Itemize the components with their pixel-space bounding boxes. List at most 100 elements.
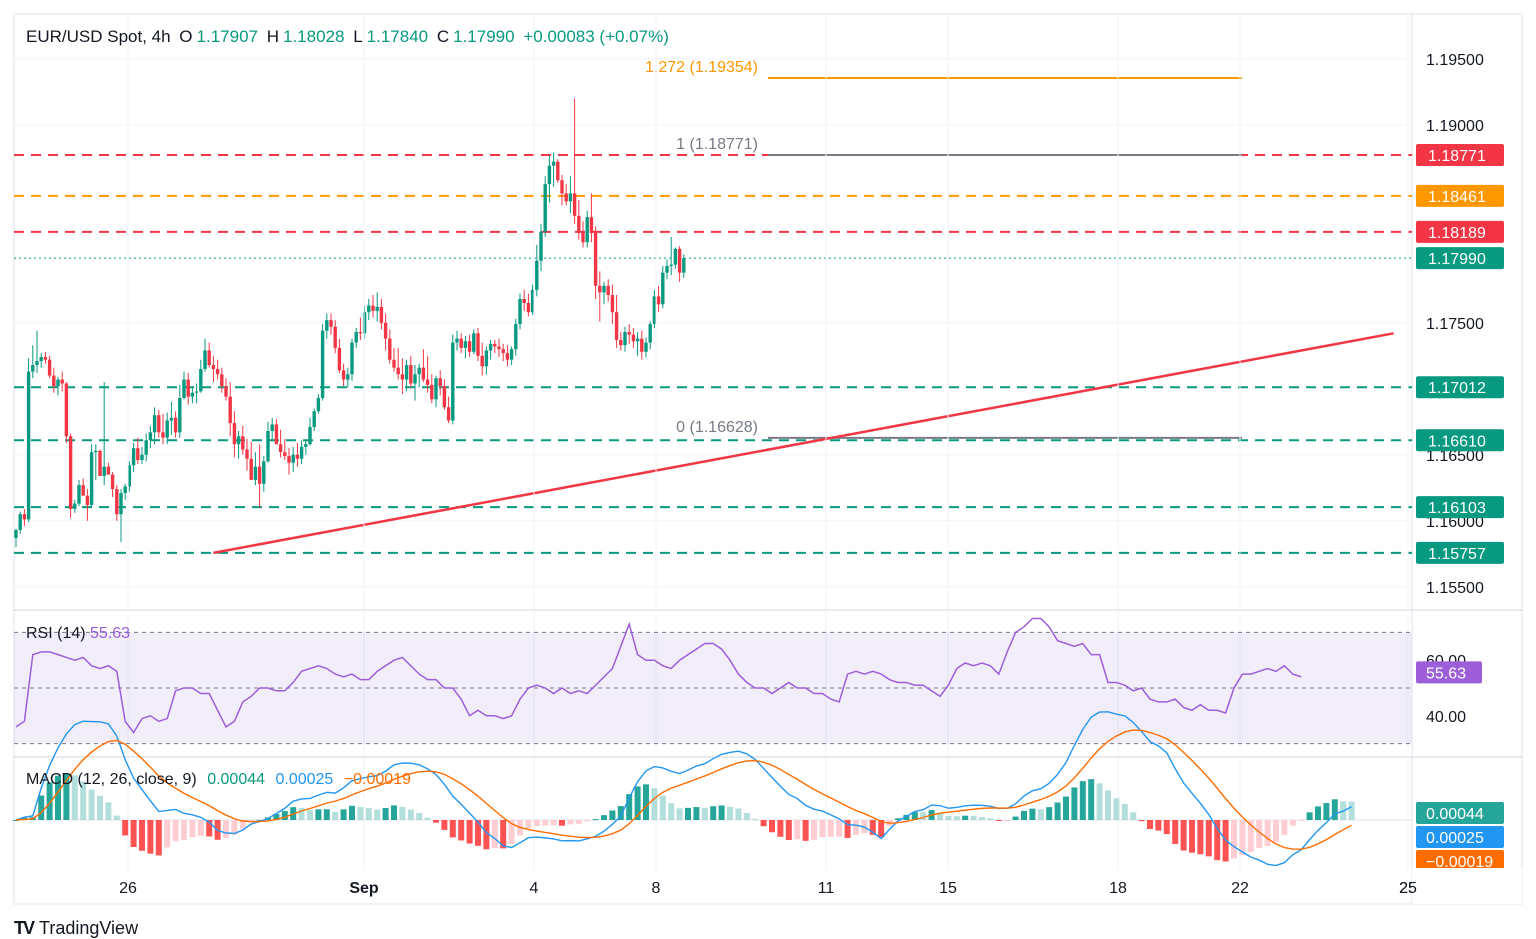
candle-body [161, 432, 165, 438]
macd-value-badge [1416, 850, 1504, 872]
rsi-header[interactable]: RSI (14) 55.63 [26, 625, 130, 643]
candle-body [341, 370, 346, 380]
tradingview-brand[interactable]: TV TradingView [14, 918, 138, 939]
macd-histogram-bar [995, 820, 1002, 821]
candle-body [173, 417, 178, 433]
candle-body [266, 431, 270, 462]
candle-body [514, 324, 518, 350]
candle-body [337, 347, 342, 371]
candle-body [257, 466, 262, 484]
macd-histogram-bar [752, 818, 759, 820]
candle-body [31, 365, 35, 372]
candle-body [484, 350, 489, 367]
candle-body [119, 493, 123, 515]
candle-body [404, 365, 409, 380]
x-tick-label: Sep [349, 880, 379, 897]
candle-body [115, 489, 119, 515]
macd-histogram-bar [785, 820, 792, 841]
macd-histogram-bar [13, 820, 19, 821]
macd-histogram-bar [239, 820, 246, 829]
macd-histogram-bar [1079, 781, 1086, 820]
candle-body [224, 386, 228, 397]
candle-body [211, 365, 216, 369]
macd-histogram-bar [1239, 820, 1246, 856]
macd-histogram-bar [458, 820, 465, 841]
candle-body [488, 343, 493, 351]
candle-body [241, 436, 245, 450]
candle-body [522, 299, 526, 303]
macd-histogram-bar [769, 820, 775, 833]
macd-histogram-bar [399, 806, 406, 820]
candle-body [497, 346, 501, 350]
level-badge [1416, 184, 1504, 207]
macd-histogram-bar [1247, 820, 1254, 853]
macd-histogram-bar [844, 820, 851, 838]
candle-body [547, 165, 552, 185]
ohlc-low-label: L [353, 27, 363, 46]
macd-histogram-bar [189, 820, 196, 838]
macd-histogram-bar [97, 795, 103, 820]
macd-histogram-bar [920, 812, 927, 820]
macd-histogram-bar [80, 781, 87, 820]
macd-histogram-bar [1121, 803, 1128, 820]
candle-body [299, 446, 304, 459]
candle-body [291, 454, 295, 463]
candle-body [43, 357, 48, 360]
macd-histogram-bar [340, 809, 347, 820]
macd-histogram-bar [407, 809, 414, 820]
macd-header[interactable]: MACD (12, 26, close, 9) 0.00044 0.00025 … [26, 771, 411, 789]
candle-body [85, 495, 90, 505]
macd-histogram-bar [643, 784, 649, 820]
candle-body [333, 326, 337, 348]
macd-histogram-bar [466, 820, 473, 844]
candle-body [396, 367, 400, 375]
macd-histogram-bar [1331, 799, 1338, 820]
macd-histogram-bar [256, 819, 263, 821]
macd-histogram-bar [609, 810, 616, 820]
macd-histogram-bar [38, 795, 45, 820]
rsi-line [15, 617, 1302, 734]
candle-body [152, 415, 157, 433]
candle-body [148, 432, 153, 441]
candle-body [467, 341, 472, 352]
x-tick-label: 11 [818, 880, 835, 897]
level-badge-label: 1.17012 [1428, 380, 1486, 397]
candle-body [64, 383, 69, 437]
macd-histogram-bar [1281, 820, 1288, 835]
macd-histogram-bar [1063, 796, 1069, 820]
macd-histogram-bar [1180, 820, 1187, 851]
candle-body [52, 375, 56, 387]
macd-histogram-bar [323, 809, 330, 820]
macd-histogram-bar [1021, 810, 1027, 820]
macd-histogram-bar [1289, 820, 1296, 826]
macd-histogram-bar [617, 806, 624, 820]
candle-body [644, 342, 648, 352]
y-tick-label: 40.00 [1426, 709, 1466, 726]
x-tick-label: 26 [119, 880, 137, 897]
x-tick-label: 18 [1109, 880, 1127, 897]
candle-body [203, 350, 207, 369]
fib-level-label: 1 (1.18771) [676, 136, 758, 153]
candle-body [375, 306, 379, 311]
candle-body [665, 266, 669, 273]
level-badge-label: 1.18771 [1428, 148, 1486, 165]
candle-body [379, 306, 384, 323]
candle-body [446, 407, 451, 421]
candle-body [543, 184, 547, 232]
candle-body [640, 338, 644, 352]
candle-body [320, 330, 325, 399]
macd-histogram-bar [911, 812, 918, 820]
candle-body [98, 450, 102, 476]
macd-histogram-bar [332, 811, 339, 820]
candle-body [249, 458, 253, 480]
macd-histogram-bar [113, 815, 120, 820]
macd-histogram-bar [307, 809, 313, 820]
macd-histogram-bar [525, 820, 532, 829]
macd-histogram-bar [1348, 801, 1355, 820]
candle-body [178, 398, 182, 433]
candle-body [68, 436, 73, 509]
candle-body [127, 465, 132, 487]
candle-body [593, 233, 598, 286]
x-tick-label: 8 [652, 880, 661, 897]
